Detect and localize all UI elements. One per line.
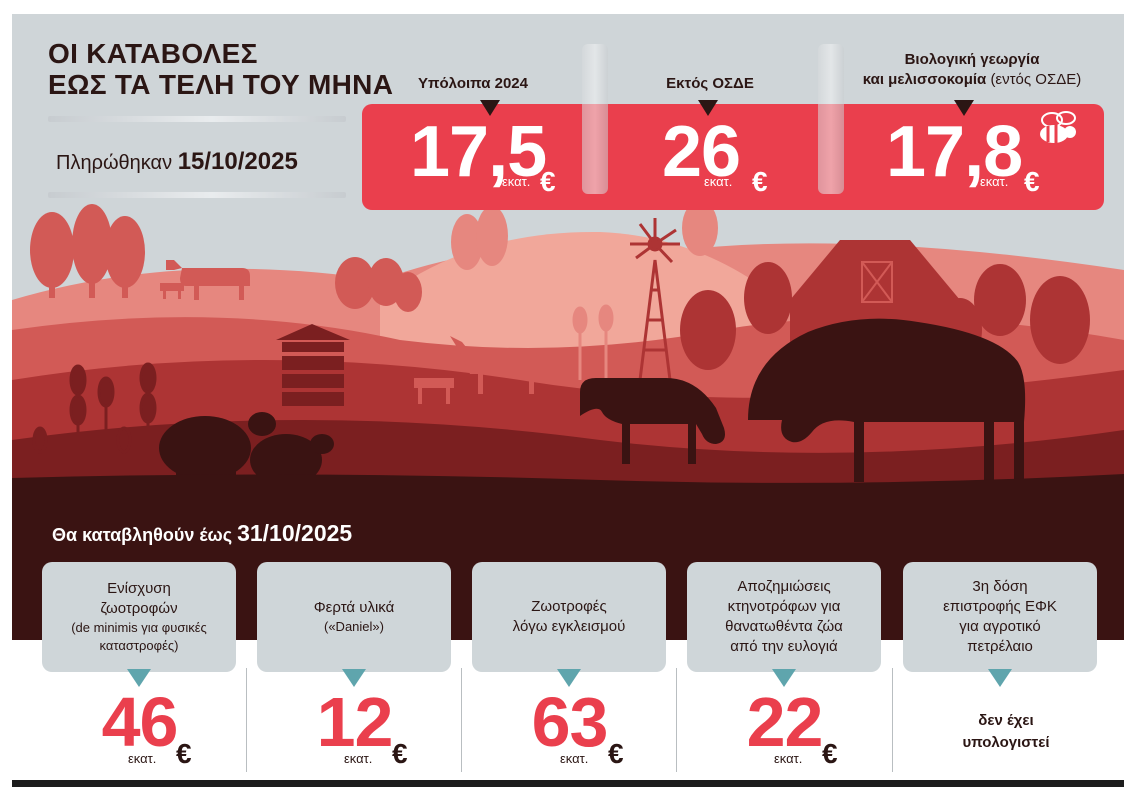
panel-value: 26 <box>662 112 741 192</box>
amount-feed-support: 46 <box>101 683 179 761</box>
card-fuel-tax-refund: 3η δόση επιστροφής ΕΦΚ για αγροτικό πετρ… <box>903 562 1097 672</box>
windmill-icon <box>630 218 680 381</box>
card-pox-compensation: Αποζημιώσεις κτηνοτρόφων για θανατωθέντα… <box>687 562 881 672</box>
footer-rule <box>12 780 1124 787</box>
pointer-triangle <box>480 100 500 116</box>
due-label: Θα καταβληθούν έως <box>52 525 233 545</box>
euro-icon: € <box>1024 166 1040 197</box>
amount-flood-materials: 12 <box>316 683 394 761</box>
panel-label: Εκτός ΟΣΔΕ <box>666 75 754 92</box>
tree-icon <box>30 204 422 312</box>
panel-label: Υπόλοιπα 2024 <box>418 75 528 92</box>
paid-date: 15/10/2025 <box>177 148 298 175</box>
amount-unit: εκατ. <box>344 751 373 766</box>
panel-label: Βιολογική γεωργία και μελισσοκομία (εντό… <box>862 51 1082 88</box>
amount-not-calculated: δεν έχει υπολογιστεί <box>962 712 1050 751</box>
tree-icon <box>451 200 718 270</box>
euro-icon: € <box>540 166 556 197</box>
pointer-triangle <box>127 669 151 687</box>
title-line-1: ΟΙ ΚΑΤΑΒΟΛΕΣ <box>48 38 258 69</box>
euro-icon: € <box>392 738 408 769</box>
euro-icon: € <box>822 738 838 769</box>
panel-balance-2024: Υπόλοιπα 2024 17,5 εκατ. € <box>362 75 584 210</box>
column-divider <box>676 668 677 772</box>
wheat-icon <box>32 362 157 480</box>
panel-unit: εκατ. <box>704 174 733 189</box>
card-confinement-feed: Ζωοτροφές λόγω εγκλεισμού <box>472 562 666 672</box>
euro-icon: € <box>176 738 192 769</box>
card-feed-support: Ενίσχυση ζωοτροφών (de minimis για φυσικ… <box>42 562 236 672</box>
amount-unit: εκατ. <box>560 751 589 766</box>
panel-outside-osde: Εκτός ΟΣΔΕ 26 εκατ. € <box>600 75 820 210</box>
panel-organic-beekeeping: Βιολογική γεωργία και μελισσοκομία (εντό… <box>840 51 1104 210</box>
cow-icon <box>160 260 250 300</box>
cow-icon <box>580 318 1026 482</box>
panel-unit: εκατ. <box>980 174 1009 189</box>
title-divider-bottom <box>48 192 346 198</box>
panel-value: 17,8 <box>886 112 1023 192</box>
page-title: ΟΙ ΚΑΤΑΒΟΛΕΣ ΕΩΣ ΤΑ ΤΕΛΗ ΤΟΥ ΜΗΝΑ <box>48 38 393 100</box>
panel-value: 17,5 <box>410 112 547 192</box>
euro-icon: € <box>608 738 624 769</box>
card-flood-materials: Φερτά υλικά («Daniel») <box>257 562 451 672</box>
sheep-icon <box>159 412 334 494</box>
amount-pox-compensation: 22 <box>746 683 824 761</box>
due-date-line: Θα καταβληθούν έως 31/10/2025 <box>52 520 352 547</box>
pointer-triangle <box>954 100 974 116</box>
euro-icon: € <box>752 166 768 197</box>
pointer-triangle <box>342 669 366 687</box>
beehive-icon <box>276 324 350 406</box>
paid-date-line: Πληρώθηκαν 15/10/2025 <box>56 148 298 176</box>
panel-divider <box>818 44 844 194</box>
pointer-triangle <box>698 100 718 116</box>
due-date: 31/10/2025 <box>237 520 353 546</box>
paid-label: Πληρώθηκαν <box>56 152 173 174</box>
panel-unit: εκατ. <box>502 174 531 189</box>
title-line-2: ΕΩΣ ΤΑ ΤΕΛΗ ΤΟΥ ΜΗΝΑ <box>48 69 394 100</box>
paid-amounts-bar <box>362 104 1104 210</box>
amount-unit: εκατ. <box>774 751 803 766</box>
title-divider-top <box>48 116 346 122</box>
bee-icon <box>1040 111 1076 143</box>
pointer-triangle <box>772 669 796 687</box>
column-divider <box>461 668 462 772</box>
pointer-triangle <box>557 669 581 687</box>
goat-icon <box>414 336 540 404</box>
amount-unit: εκατ. <box>128 751 157 766</box>
column-divider <box>246 668 247 772</box>
wheat-icon <box>572 304 614 380</box>
pointer-triangle <box>988 669 1012 687</box>
panel-divider <box>582 44 608 194</box>
amount-confinement-feed: 63 <box>531 683 609 761</box>
column-divider <box>892 668 893 772</box>
